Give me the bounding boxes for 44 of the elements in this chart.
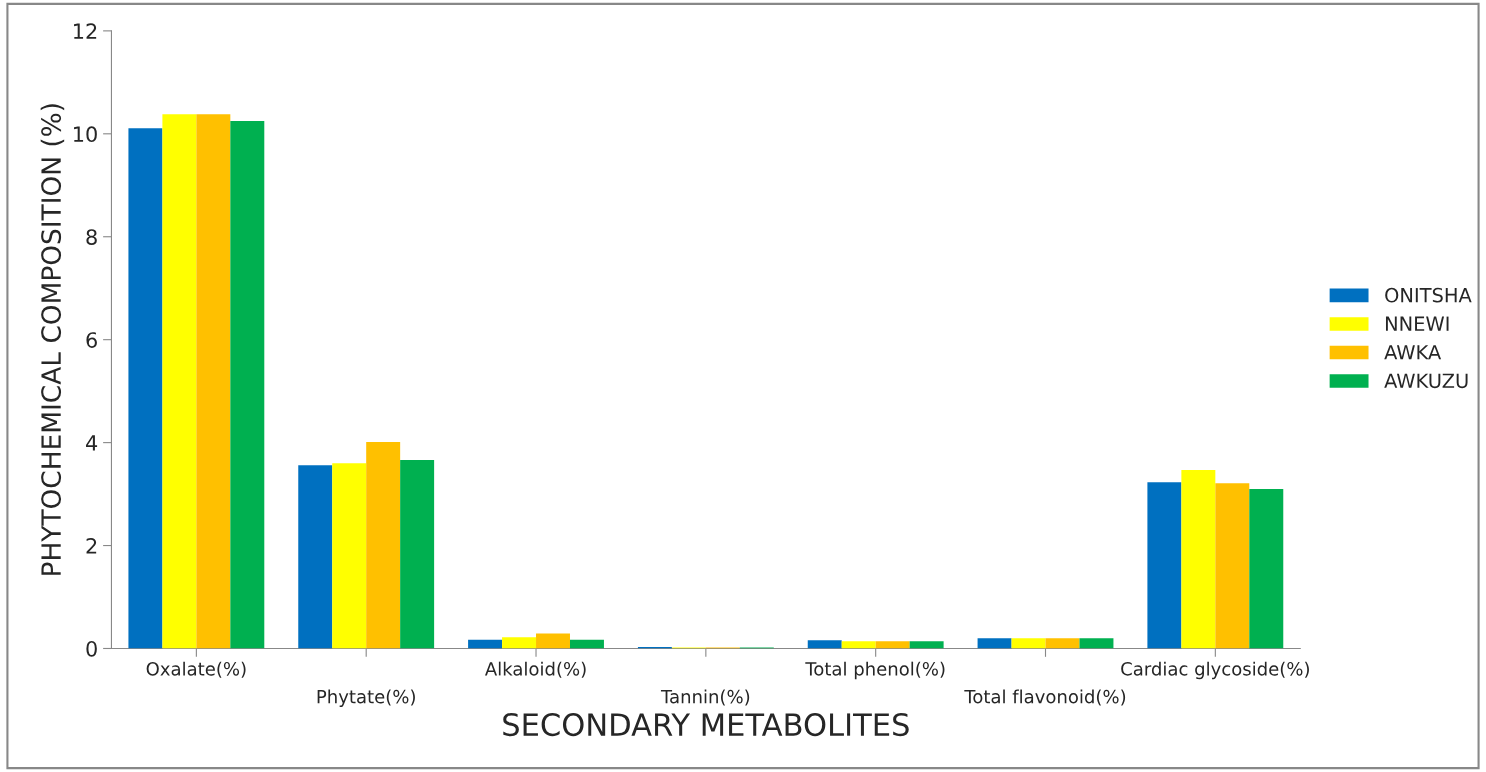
bar bbox=[875, 641, 910, 649]
legend-label: AWKUZU bbox=[1384, 373, 1468, 389]
bar bbox=[502, 637, 537, 649]
x-tick-label: Cardiac glycoside(%) bbox=[1121, 661, 1309, 680]
bar bbox=[332, 463, 367, 649]
bar bbox=[1045, 638, 1080, 649]
bar bbox=[366, 442, 401, 649]
y-tick-label: 0 bbox=[86, 640, 97, 657]
bar bbox=[468, 639, 503, 649]
y-tick-label: 8 bbox=[86, 229, 97, 245]
y-axis-title: PHYTOCHEMICAL COMPOSITION (%) bbox=[40, 104, 65, 575]
x-tick-label: Alkaloid(%) bbox=[484, 661, 586, 678]
bar bbox=[400, 460, 435, 649]
x-tick-label: Phytate(%) bbox=[317, 689, 415, 707]
bar bbox=[1011, 638, 1046, 649]
bar bbox=[807, 640, 842, 649]
bar bbox=[196, 114, 231, 649]
legend-label: AWKA bbox=[1384, 345, 1442, 360]
y-tick-label: 12 bbox=[74, 23, 97, 39]
x-tick-label: Total phenol(%) bbox=[805, 661, 945, 680]
y-tick-label: 10 bbox=[74, 126, 97, 143]
bar bbox=[536, 633, 570, 649]
bar bbox=[298, 465, 333, 649]
y-tick-label: 6 bbox=[86, 332, 97, 348]
bar bbox=[841, 641, 876, 649]
legend-label: NNEWI bbox=[1385, 316, 1449, 331]
bar bbox=[569, 639, 604, 649]
bar bbox=[1079, 638, 1114, 649]
y-tick-label: 2 bbox=[86, 538, 97, 554]
bar bbox=[128, 128, 163, 649]
x-tick-label: Oxalate(%) bbox=[146, 661, 246, 678]
bar bbox=[909, 641, 944, 649]
bar bbox=[977, 638, 1012, 649]
bar bbox=[1215, 483, 1250, 649]
bar bbox=[1147, 482, 1182, 649]
bar bbox=[230, 120, 265, 649]
legend-label: ONITSHA bbox=[1385, 287, 1472, 303]
y-tick-label: 4 bbox=[86, 435, 98, 451]
bar bbox=[162, 114, 197, 649]
bar bbox=[1249, 488, 1284, 649]
bar bbox=[1181, 469, 1216, 649]
x-tick-label: Tannin(%) bbox=[660, 689, 750, 706]
x-axis-title: SECONDARY METABOLITES bbox=[503, 713, 909, 737]
x-tick-label: Total flavonoid(%) bbox=[964, 689, 1126, 706]
